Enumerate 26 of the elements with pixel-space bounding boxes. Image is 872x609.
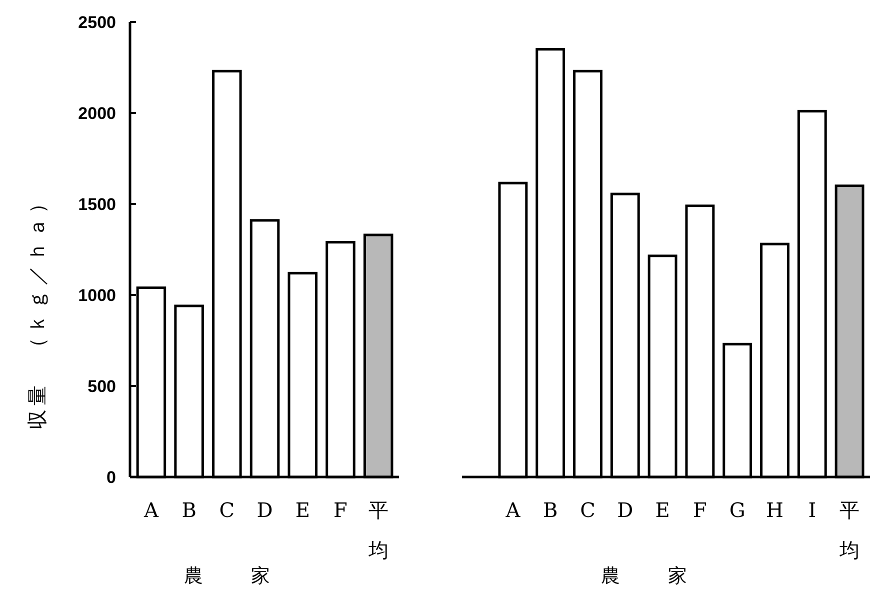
x-tick-label: E	[295, 498, 310, 522]
x-tick-label: D	[617, 498, 634, 522]
x-tick-label: H	[766, 498, 784, 522]
y-tick-label: 2000	[78, 104, 116, 123]
x-tick-label: C	[580, 498, 596, 522]
y-tick-label: 500	[88, 377, 116, 396]
x-tick-label: G	[729, 498, 746, 522]
x-tick-label: 平均	[367, 498, 388, 562]
y-tick-label: 2500	[78, 13, 116, 32]
x-tick-label: 平均	[838, 498, 860, 562]
x-axis-title: 農家	[600, 565, 735, 587]
x-tick-label: B	[182, 498, 196, 522]
x-tick-label: A	[504, 498, 521, 522]
x-tick-label: F	[334, 498, 348, 522]
x-tick-label: A	[142, 498, 159, 522]
x-tick-label: I	[808, 498, 816, 522]
x-tick-label: D	[256, 498, 273, 522]
y-tick-label: 1000	[78, 286, 116, 305]
x-tick-label: C	[219, 498, 235, 522]
x-tick-label: F	[693, 498, 707, 522]
y-tick-label: 1500	[78, 195, 116, 214]
x-axis-title: 農家	[184, 565, 318, 587]
x-tick-label: E	[655, 498, 670, 522]
y-axis-title: 収量 （ｋｇ／ｈａ）	[25, 190, 49, 430]
x-tick-label: B	[542, 498, 558, 522]
y-tick-label: 0	[106, 468, 116, 487]
